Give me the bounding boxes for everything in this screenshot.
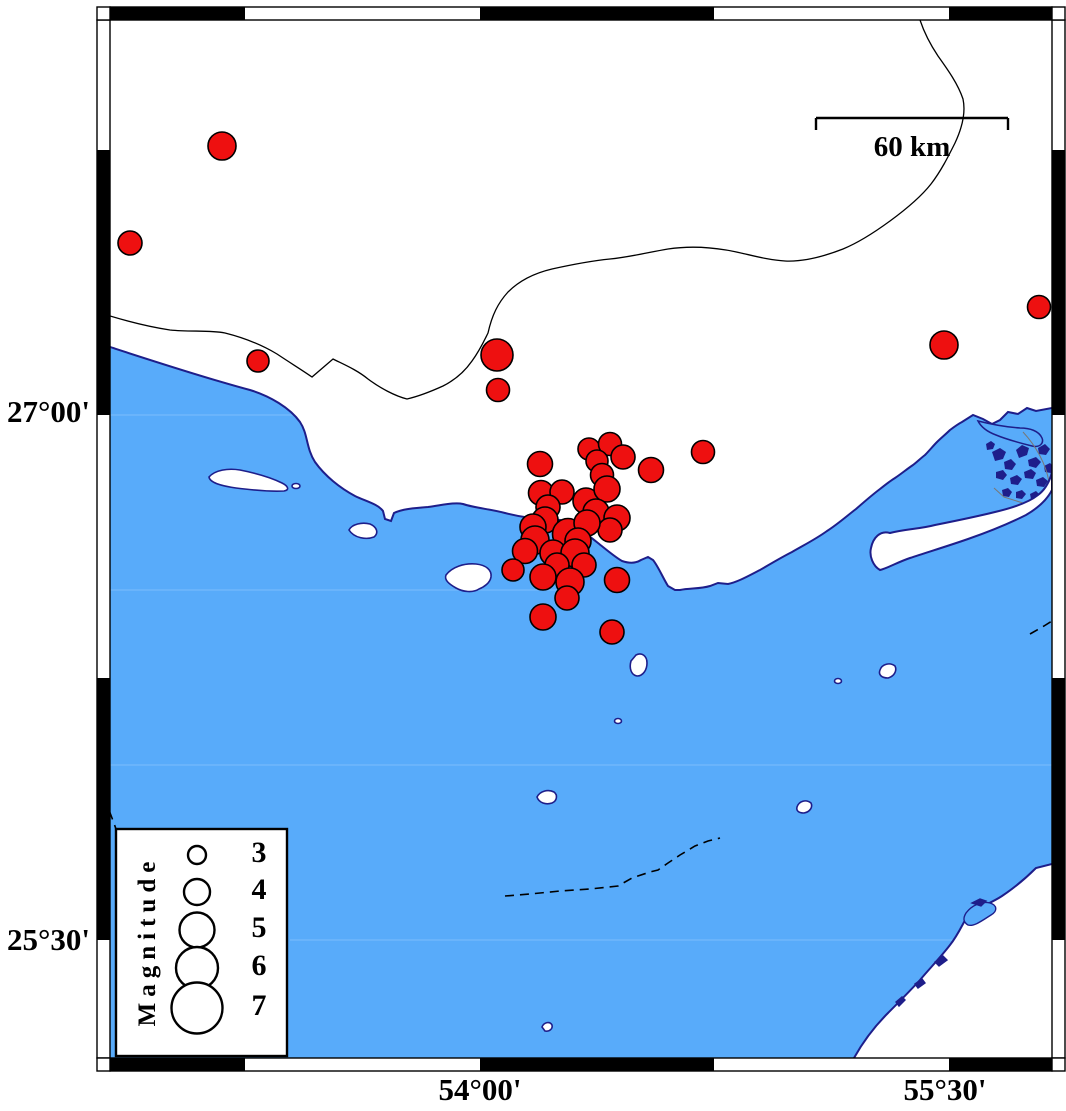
sea [110,347,1052,1058]
legend-circle-mag-7 [170,981,224,1035]
earthquake-epicenters [117,131,1052,645]
earthquake-marker [637,456,665,484]
earthquake-marker [593,475,621,503]
legend-title: Magnitude [134,855,161,1027]
lat-label-25-30: 25°30' [6,922,90,957]
southern-coastline [853,863,1052,1058]
graticule-lines [110,414,1052,941]
legend-label-mag-4: 4 [251,873,267,906]
legend-circle-mag-4 [182,877,212,907]
earthquake-marker [1026,294,1052,320]
earthquake-marker [597,517,623,543]
legend-label-mag-6: 6 [251,949,267,982]
earthquake-marker [610,444,636,470]
legend-label-mag-5: 5 [251,911,267,944]
island-small-4 [878,663,897,679]
southern-land [854,864,1052,1058]
earthquake-marker [485,377,511,403]
earthquake-marker [501,558,525,582]
legend-label-mag-7: 7 [251,989,267,1022]
island-small-1 [348,522,378,540]
earthquake-marker [599,619,625,645]
island-long-thin [208,468,289,493]
island-small-3 [796,800,813,814]
earthquake-marker [529,603,557,631]
earthquake-marker [529,563,557,591]
bay-inlet [976,419,1044,448]
map-frame [96,6,1066,1072]
magnitude-legend [114,827,289,1058]
mainland-coastline [110,346,1052,591]
lon-label-55-30: 55°30' [903,1072,987,1107]
island-speck-3 [541,1021,553,1032]
earthquake-marker [929,330,959,360]
island-speck-2 [833,677,843,685]
earthquake-marker [526,450,554,478]
earthquake-marker [246,349,270,373]
border-line [110,20,965,400]
earthquake-marker [511,537,539,565]
mangrove-details [986,441,1052,500]
islet [291,482,301,490]
lagoon-details [895,898,997,1008]
earthquake-marker [690,439,716,465]
islands [208,468,897,1032]
island-medium [444,563,492,593]
earthquake-marker [117,230,143,256]
earthquake-marker [603,566,631,594]
lat-label-27-00: 27°00' [6,394,90,429]
scale-bar-label: 60 km [873,131,951,163]
scale-bar [814,116,1010,130]
earthquake-marker [554,585,580,611]
island-speck-1 [613,717,623,725]
legend-circle-mag-5 [178,911,216,949]
legend-circle-mag-3 [186,844,208,866]
legend-label-mag-3: 3 [251,836,267,869]
earthquake-marker [207,131,237,161]
qeshm-island [869,471,1052,572]
island-small-2 [536,789,558,805]
lon-label-54-00: 54°00' [438,1072,522,1107]
island-teardrop [629,653,648,677]
earthquake-marker [480,338,514,372]
